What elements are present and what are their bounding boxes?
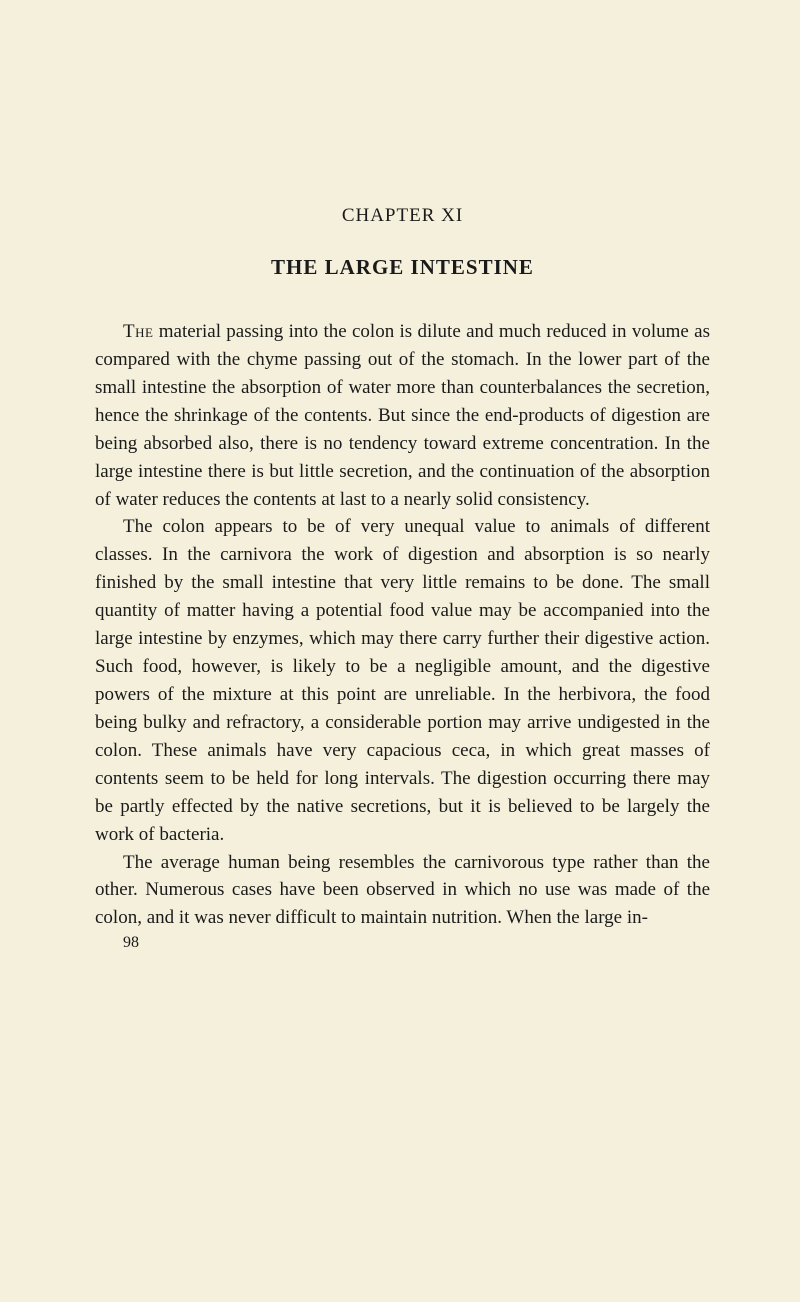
paragraph-1: The material passing into the colon is d… (95, 318, 710, 513)
chapter-number: CHAPTER XI (95, 205, 710, 227)
paragraph-1-text: material passing into the colon is dilut… (95, 321, 710, 510)
paragraph-3: The average human being resembles the ca… (95, 849, 710, 933)
page-number: 98 (95, 934, 710, 952)
chapter-title: THE LARGE INTESTINE (95, 255, 710, 280)
paragraph-lead-word: The (123, 321, 153, 342)
paragraph-2: The colon appears to be of very unequal … (95, 513, 710, 848)
